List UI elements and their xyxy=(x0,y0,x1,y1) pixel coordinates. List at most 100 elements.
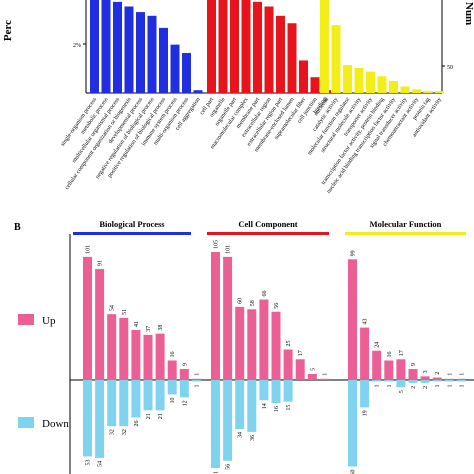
panel-a-bar xyxy=(207,0,216,93)
down-value-label: 1 xyxy=(459,384,465,387)
panel-a-right-axis-title: Num xyxy=(463,2,474,25)
panel-a-bar xyxy=(218,0,228,93)
group-header-label: Molecular Function xyxy=(370,219,442,229)
down-value-label: 2 xyxy=(411,386,417,389)
panel-a-bar xyxy=(320,0,329,93)
down-bar xyxy=(131,380,141,418)
up-value-label: 5 xyxy=(310,368,316,371)
panel-a-bar xyxy=(276,15,285,94)
down-bar xyxy=(271,380,281,404)
legend-down-label: Down xyxy=(42,418,69,430)
down-value-label: 2 xyxy=(423,386,429,389)
up-bar xyxy=(420,376,430,380)
up-bar xyxy=(179,369,189,380)
panel-a-bar xyxy=(343,65,352,93)
down-value-label: 15 xyxy=(286,405,292,411)
panel-a-bar xyxy=(354,67,364,93)
up-bar xyxy=(444,378,454,380)
up-value-label: 51 xyxy=(122,309,128,315)
up-value-label: 17 xyxy=(298,350,304,356)
panel-a-bar xyxy=(423,91,433,93)
panel-a-bar xyxy=(241,0,251,93)
up-bar xyxy=(432,377,442,380)
panel-a-bar xyxy=(435,91,444,93)
panel-a-bar xyxy=(264,6,274,93)
up-value-label: 43 xyxy=(363,319,369,325)
panel-b: B Biological Process Cell Component Molecu… xyxy=(14,219,474,474)
up-bar xyxy=(131,330,141,380)
down-bar xyxy=(95,380,105,458)
panel-a-bar xyxy=(124,6,134,93)
down-value-label: 10 xyxy=(170,397,176,403)
down-value-label: 1 xyxy=(435,384,441,387)
panel-a-bar xyxy=(182,53,191,93)
up-value-label: 37 xyxy=(146,326,152,332)
panel-a-bar xyxy=(159,27,168,93)
down-value-label: 26 xyxy=(134,421,140,427)
up-bar xyxy=(95,269,105,380)
down-bar xyxy=(167,380,177,395)
up-value-label: 16 xyxy=(170,351,176,357)
up-bar xyxy=(223,256,233,380)
down-value-label: 1 xyxy=(387,384,393,387)
group-header-bar xyxy=(345,232,466,235)
panel-a-right-tick-label: 50 xyxy=(447,65,453,71)
down-value-label: 34 xyxy=(238,432,244,438)
up-value-label: 1 xyxy=(322,373,328,376)
legend-down-swatch xyxy=(18,417,34,428)
panel-a-bar xyxy=(400,86,410,93)
down-bar xyxy=(107,380,117,427)
down-value-label: 53 xyxy=(86,459,92,465)
up-value-label: 24 xyxy=(375,342,381,348)
down-bar xyxy=(456,380,466,382)
down-value-label: 12 xyxy=(182,400,188,406)
up-value-label: 56 xyxy=(274,303,280,309)
panel-a-bar xyxy=(253,1,262,93)
up-value-label: 60 xyxy=(238,298,244,304)
panel-a-bars xyxy=(90,0,444,94)
up-bar xyxy=(235,306,245,380)
down-value-label: 32 xyxy=(122,429,128,435)
up-bar xyxy=(319,378,329,380)
up-bar xyxy=(107,314,117,380)
panel-a-bar xyxy=(136,12,145,94)
down-bar xyxy=(420,380,430,383)
group-header-bar xyxy=(207,232,329,235)
up-bar xyxy=(271,311,281,380)
legend-up-label: Up xyxy=(42,315,56,327)
down-value-label: 16 xyxy=(274,406,280,412)
group-header-bar xyxy=(73,232,191,235)
panel-b-group-headers: Biological Process Cell Component Molecula… xyxy=(73,219,466,235)
up-bar xyxy=(247,309,257,380)
up-value-label: 105 xyxy=(214,240,220,249)
panel-a-bar xyxy=(230,0,239,93)
up-bar xyxy=(372,350,382,380)
down-bar xyxy=(372,380,382,382)
down-value-label: 21 xyxy=(146,413,152,419)
group-header-label: Biological Process xyxy=(99,219,165,229)
up-bar xyxy=(119,317,129,380)
down-bar xyxy=(155,380,165,411)
down-bar xyxy=(119,380,129,427)
panel-a-bar xyxy=(113,1,122,93)
up-bar xyxy=(283,349,293,380)
up-bar xyxy=(211,252,220,380)
down-value-label: 32 xyxy=(110,429,116,435)
down-value-label: 61 xyxy=(214,471,220,474)
up-value-label: 17 xyxy=(399,350,405,356)
panel-a-bar xyxy=(170,44,180,93)
panel-a-bar xyxy=(90,0,99,93)
up-value-label: 101 xyxy=(226,245,232,254)
down-value-label: 1 xyxy=(375,384,381,387)
down-bar xyxy=(384,380,394,382)
down-value-label: 19 xyxy=(363,410,369,416)
up-bar xyxy=(307,373,317,380)
down-bar xyxy=(211,380,220,468)
panel-a-bar xyxy=(331,25,341,93)
down-bar xyxy=(191,380,201,382)
panel-a-bar xyxy=(101,0,111,93)
down-value-label: 56 xyxy=(226,464,232,470)
down-bar xyxy=(348,380,357,467)
up-bar xyxy=(408,369,418,380)
down-value-label: 60 xyxy=(351,470,357,474)
